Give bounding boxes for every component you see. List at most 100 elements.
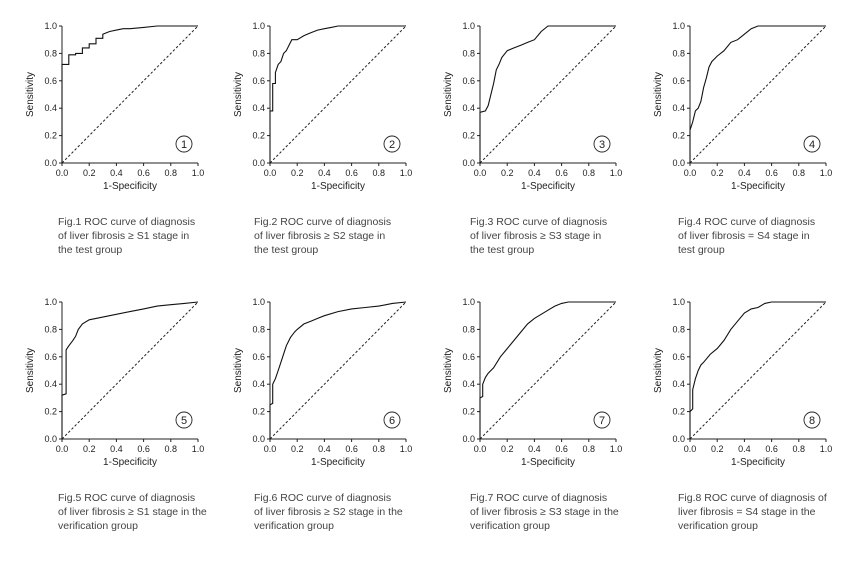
y-axis-title: Sensitivity	[443, 348, 454, 393]
x-axis-title: 1-Specificity	[103, 181, 157, 192]
x-tick-label: 0.0	[474, 444, 487, 454]
figure-caption: Fig.4 ROC curve of diagnosis of liver fib…	[678, 215, 854, 257]
roc-curve-line	[269, 25, 406, 163]
y-tick-label: 0.0	[462, 434, 475, 444]
x-axis-title: 1-Specificity	[521, 457, 575, 468]
caption-line: liver fibrosis = S4 stage in the	[678, 506, 816, 518]
x-tick-label: 0.8	[583, 168, 596, 178]
y-tick-label: 0.0	[672, 434, 685, 444]
y-tick-label: 0.8	[672, 324, 685, 334]
figure-caption: Fig.1 ROC curve of diagnosis of liver fib…	[58, 215, 258, 257]
y-tick-label: 0.2	[672, 407, 685, 417]
x-tick-label: 0.4	[318, 168, 331, 178]
x-tick-label: 0.2	[83, 444, 96, 454]
caption-line: test group	[678, 244, 725, 256]
y-tick-label: 0.0	[672, 158, 685, 168]
y-tick-label: 0.4	[252, 103, 265, 113]
roc-chart-1: 0.0 0.2 0.4 0.6 0.8 1.0 0.0 0.2 0.4 0.6 0.8 1.0 1-Sp…	[25, 21, 204, 192]
x-tick-label: 1.0	[610, 444, 623, 454]
x-tick-label: 0.0	[474, 168, 487, 178]
y-tick-label: 0.4	[462, 103, 475, 113]
roc-chart-6: 0.0 0.2 0.4 0.6 0.8 1.0 0.0 0.2 0.4 0.6 0.8 1.0 1-Sp…	[233, 297, 412, 468]
x-tick-label: 0.0	[684, 168, 697, 178]
x-tick-label: 0.6	[345, 444, 358, 454]
caption-line: verification group	[470, 520, 550, 532]
y-tick-label: 0.2	[44, 407, 57, 417]
y-tick-label: 0.4	[252, 379, 265, 389]
roc-curve-line	[689, 301, 826, 439]
y-tick-label: 0.2	[44, 131, 57, 141]
x-tick-label: 0.4	[110, 444, 123, 454]
y-axis-title: Sensitivity	[653, 348, 664, 393]
x-tick-label: 0.8	[793, 168, 806, 178]
roc-curve-line	[479, 25, 616, 163]
y-tick-label: 1.0	[44, 21, 57, 31]
y-tick-label: 0.6	[462, 352, 475, 362]
y-tick-label: 1.0	[44, 297, 57, 307]
x-tick-label: 0.8	[793, 444, 806, 454]
figure-caption: Fig.8 ROC curve of diagnosis of liver fib…	[678, 491, 854, 533]
caption-line: the test group	[58, 244, 123, 256]
x-tick-label: 0.4	[318, 444, 331, 454]
y-axis-title: Sensitivity	[233, 348, 244, 393]
x-axis-title: 1-Specificity	[311, 457, 365, 468]
x-tick-label: 0.0	[264, 444, 277, 454]
y-tick-label: 1.0	[672, 297, 685, 307]
y-tick-label: 0.8	[44, 48, 57, 58]
x-tick-label: 0.2	[711, 168, 724, 178]
y-tick-label: 0.6	[44, 76, 57, 86]
reference-diagonal	[269, 301, 407, 440]
x-tick-label: 0.4	[738, 168, 751, 178]
caption-line: Fig.7 ROC curve of diagnosis	[470, 492, 608, 504]
x-tick-label: 0.2	[501, 168, 514, 178]
x-axis-title: 1-Specificity	[731, 181, 785, 192]
caption-line: of liver fibrosis ≥ S1 stage in	[58, 230, 190, 242]
x-tick-label: 0.2	[501, 444, 514, 454]
x-tick-label: 1.0	[192, 168, 205, 178]
y-tick-label: 0.0	[44, 158, 57, 168]
x-axis-title: 1-Specificity	[311, 181, 365, 192]
figure-caption: Fig.6 ROC curve of diagnosis of liver fib…	[254, 491, 454, 533]
roc-chart-3: 0.0 0.2 0.4 0.6 0.8 1.0 0.0 0.2 0.4 0.6 0.8 1.0 1-Sp…	[443, 21, 622, 192]
figure-number-circle	[175, 135, 193, 153]
y-tick-label: 0.8	[252, 324, 265, 334]
roc-curve-line	[61, 301, 199, 439]
caption-line: Fig.1 ROC curve of diagnosis	[58, 216, 196, 228]
caption-line: Fig.2 ROC curve of diagnosis	[254, 216, 392, 228]
figure-number-circle	[383, 135, 401, 153]
x-tick-label: 0.6	[765, 444, 778, 454]
reference-diagonal	[479, 301, 617, 440]
roc-chart-4: 0.0 0.2 0.4 0.6 0.8 1.0 0.0 0.2 0.4 0.6 0.8 1.0 1-Sp…	[653, 21, 832, 192]
y-tick-label: 0.4	[44, 379, 57, 389]
reference-diagonal	[269, 25, 407, 164]
roc-chart-5: 0.0 0.2 0.4 0.6 0.8 1.0 0.0 0.2 0.4 0.6 0.8 1.0 1-Sp…	[25, 297, 204, 468]
caption-line: verification group	[58, 520, 138, 532]
figure-number-label: 2	[389, 139, 395, 151]
y-tick-label: 1.0	[462, 21, 475, 31]
roc-curve-line	[61, 25, 198, 163]
y-tick-label: 0.4	[672, 103, 685, 113]
y-tick-label: 1.0	[672, 21, 685, 31]
x-tick-label: 0.0	[56, 444, 69, 454]
figure-number-label: 5	[181, 415, 187, 427]
x-tick-label: 0.8	[165, 444, 178, 454]
caption-line: of liver fibrosis = S4 stage in	[678, 230, 810, 242]
roc-curve-line	[689, 25, 826, 163]
figure-number-circle	[803, 135, 821, 153]
y-tick-label: 1.0	[462, 297, 475, 307]
figure-number-circle	[593, 411, 611, 429]
roc-chart-2: 0.0 0.2 0.4 0.6 0.8 1.0 0.0 0.2 0.4 0.6 0.8 1.0 1-Sp…	[233, 21, 412, 192]
roc-curve-line	[269, 301, 407, 439]
caption-line: of liver fibrosis ≥ S2 stage in the	[254, 506, 403, 518]
x-tick-label: 0.6	[555, 168, 568, 178]
figure-number-label: 8	[809, 415, 815, 427]
figure-number-label: 1	[181, 139, 187, 151]
x-tick-label: 0.2	[291, 444, 304, 454]
reference-diagonal	[61, 301, 199, 440]
x-tick-label: 1.0	[400, 444, 413, 454]
x-tick-label: 0.8	[373, 168, 386, 178]
figure-number-label: 3	[599, 139, 605, 151]
x-tick-label: 1.0	[820, 168, 833, 178]
y-tick-label: 0.6	[44, 352, 57, 362]
